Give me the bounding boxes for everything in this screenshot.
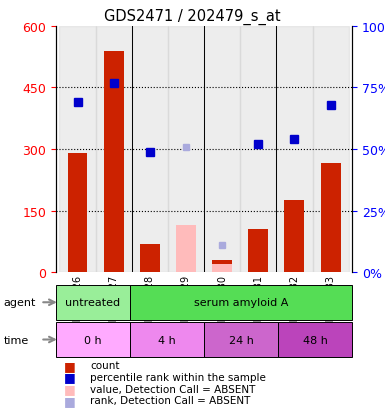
Bar [313, 27, 349, 273]
Text: 24 h: 24 h [229, 335, 254, 345]
Bar [276, 27, 313, 273]
Bar [285, 201, 305, 273]
Bar [204, 322, 278, 357]
Text: 0 h: 0 h [84, 335, 102, 345]
Bar [130, 322, 204, 357]
Text: untreated: untreated [65, 297, 121, 308]
Text: count: count [90, 361, 120, 370]
Bar [204, 27, 240, 273]
Text: serum amyloid A: serum amyloid A [194, 297, 288, 308]
Bar [321, 164, 340, 273]
Bar [104, 51, 124, 273]
Text: percentile rank within the sample: percentile rank within the sample [90, 372, 266, 382]
Bar [240, 27, 276, 273]
Bar [68, 154, 87, 273]
Bar [212, 264, 232, 273]
Bar [59, 27, 95, 273]
Bar [130, 285, 352, 320]
Bar [56, 322, 130, 357]
Text: rank, Detection Call = ABSENT: rank, Detection Call = ABSENT [90, 395, 251, 405]
Bar [95, 27, 132, 273]
Text: ■: ■ [64, 359, 75, 372]
Text: 4 h: 4 h [158, 335, 176, 345]
Text: ■: ■ [64, 382, 75, 395]
Text: agent: agent [4, 297, 36, 308]
Text: ■: ■ [64, 370, 75, 384]
Text: ■: ■ [64, 394, 75, 407]
Bar [168, 27, 204, 273]
Bar [278, 322, 352, 357]
Bar [212, 260, 232, 273]
Bar [140, 244, 160, 273]
Text: GDS2471 / 202479_s_at: GDS2471 / 202479_s_at [104, 9, 281, 25]
Bar [56, 285, 130, 320]
Bar [176, 225, 196, 273]
Bar [248, 230, 268, 273]
Text: time: time [4, 335, 29, 345]
Text: value, Detection Call = ABSENT: value, Detection Call = ABSENT [90, 384, 256, 394]
Bar [132, 27, 168, 273]
Text: 48 h: 48 h [303, 335, 328, 345]
